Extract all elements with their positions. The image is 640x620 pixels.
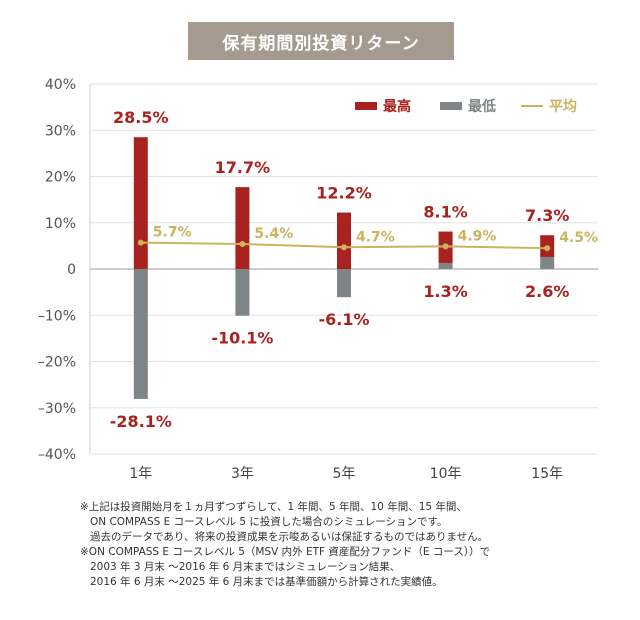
min-value-label: -6.1% — [318, 310, 369, 329]
average-point — [137, 239, 144, 246]
bar-min — [133, 269, 148, 399]
footnotes: ※上記は投資開始月を１ヵ月ずつずらして、1 年間、5 年間、10 年間、15 年… — [80, 500, 620, 590]
min-value-label: 1.3% — [423, 282, 467, 301]
note-line: ※ON COMPASS E コースレベル 5（MSV 内外 ETF 資産配分ファ… — [80, 546, 491, 558]
y-tick-label: 20% — [45, 170, 76, 186]
data-labels: 28.5% -28.1% 5.7% 17.7% -10.1% 5.4% 12.2% -6.1%… — [110, 108, 598, 431]
x-tick-label: 3年 — [231, 466, 254, 482]
legend-label: 最高 — [383, 98, 411, 115]
return-chart: 40% 30% 20% 10% 0 –10% –20% –30% –40% 28.5% -28.1… — [38, 77, 598, 482]
y-tick-label: –30% — [38, 401, 76, 417]
note-line: ※上記は投資開始月を１ヵ月ずつずらして、1 年間、5 年間、10 年間、15 年… — [80, 501, 467, 513]
average-line — [137, 239, 551, 252]
note-line: ON COMPASS E コースレベル 5 に投資した場合のシミュレーションです… — [90, 516, 448, 528]
average-value-label: 5.4% — [254, 226, 293, 242]
min-value-label: -10.1% — [211, 329, 273, 348]
average-value-label: 4.7% — [356, 229, 395, 245]
min-value-label: -28.1% — [110, 412, 172, 431]
max-value-label: 7.3% — [525, 206, 569, 225]
legend: 最高 最低 平均 — [355, 98, 577, 115]
x-tick-label: 1年 — [129, 466, 152, 482]
average-value-label: 4.5% — [559, 230, 598, 246]
y-tick-label: 30% — [45, 123, 76, 139]
grid — [89, 83, 598, 455]
x-axis: 1年 3年 5年 10年 15年 — [129, 466, 563, 482]
max-value-label: 28.5% — [113, 108, 169, 127]
y-tick-label: –10% — [38, 308, 76, 324]
legend-swatch — [355, 102, 377, 110]
y-tick-label: –20% — [38, 355, 76, 371]
average-value-label: 5.7% — [153, 225, 192, 241]
bar-min — [235, 269, 250, 316]
max-value-label: 12.2% — [316, 184, 372, 203]
average-value-label: 4.9% — [458, 228, 497, 244]
average-point — [239, 241, 246, 248]
legend-label: 平均 — [549, 98, 577, 115]
y-tick-label: 40% — [45, 77, 76, 93]
average-point — [544, 245, 551, 252]
y-tick-label: 10% — [45, 216, 76, 232]
average-point — [341, 244, 347, 251]
x-tick-label: 15年 — [531, 466, 563, 482]
bar-max — [337, 212, 351, 269]
x-tick-label: 5年 — [333, 466, 356, 482]
bar-max — [133, 137, 148, 269]
bar-min — [337, 269, 351, 298]
y-tick-label: 0 — [67, 262, 76, 278]
legend-swatch — [440, 102, 462, 110]
legend-label: 最低 — [468, 98, 496, 115]
x-tick-label: 10年 — [430, 466, 462, 482]
bar-min — [540, 256, 555, 269]
max-value-label: 8.1% — [423, 203, 467, 222]
note-line: 2003 年 3 月末 ～2016 年 6 月末まではシミュレーション結果、 — [90, 561, 401, 573]
y-tick-label: –40% — [38, 447, 76, 463]
chart-title: 保有期間別投資リターン — [188, 22, 454, 60]
bars — [133, 137, 555, 399]
note-line: 過去のデータであり、将来の投資成果を示唆あるいは保証するものではありません。 — [90, 531, 489, 543]
y-axis: 40% 30% 20% 10% 0 –10% –20% –30% –40% — [38, 77, 76, 463]
bar-max — [235, 187, 250, 269]
note-line: 2016 年 6 月末 ～2025 年 6 月末までは基準価額から計算された実績… — [90, 576, 443, 588]
average-point — [442, 243, 449, 250]
max-value-label: 17.7% — [215, 158, 271, 177]
bar-min — [438, 262, 453, 269]
min-value-label: 2.6% — [525, 282, 569, 301]
